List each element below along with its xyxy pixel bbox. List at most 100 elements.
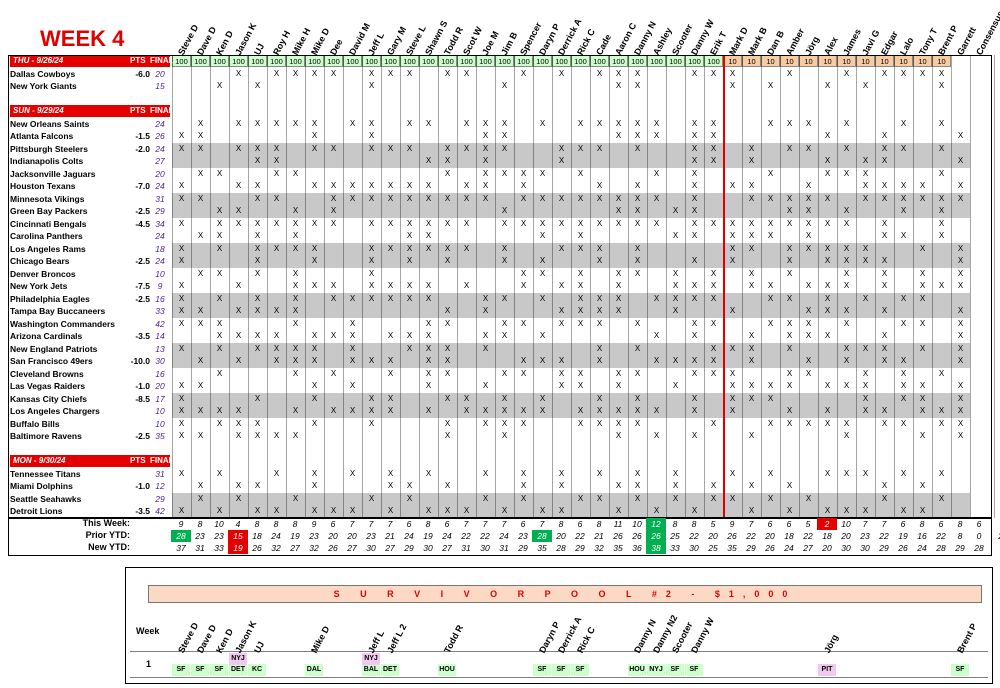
pick-cell[interactable]: X — [938, 468, 945, 478]
pick-cell[interactable] — [742, 255, 761, 268]
pick-cell[interactable]: X — [514, 492, 533, 505]
pick-cell[interactable] — [229, 392, 248, 405]
pick-cell[interactable] — [780, 430, 799, 443]
pick-cell[interactable] — [951, 68, 970, 81]
pick-cell[interactable]: X — [210, 342, 229, 355]
pick-cell[interactable] — [343, 430, 362, 443]
pick-cell[interactable]: X — [235, 218, 242, 228]
pick-cell[interactable] — [666, 68, 685, 81]
pick-cell[interactable]: X — [425, 118, 432, 128]
pick-cell[interactable]: X — [843, 68, 850, 78]
pick-cell[interactable]: X — [254, 268, 261, 278]
pick-cell[interactable]: X — [216, 318, 223, 328]
pick-cell[interactable]: X — [362, 242, 381, 255]
pick-cell[interactable]: X — [685, 155, 704, 168]
pick-cell[interactable]: X — [406, 218, 413, 228]
pick-cell[interactable]: X — [691, 68, 698, 78]
pick-cell[interactable]: X — [248, 192, 267, 205]
pick-cell[interactable]: X — [951, 155, 970, 168]
pick-cell[interactable] — [381, 130, 400, 143]
pick-cell[interactable] — [476, 368, 495, 381]
pick-cell[interactable] — [932, 268, 951, 281]
pick-cell[interactable]: X — [533, 405, 552, 418]
pick-cell[interactable]: X — [913, 292, 932, 305]
pick-cell[interactable] — [343, 368, 362, 381]
pick-cell[interactable]: X — [824, 218, 831, 228]
pick-cell[interactable]: X — [843, 418, 850, 428]
pick-cell[interactable]: X — [368, 181, 375, 190]
pick-cell[interactable] — [381, 380, 400, 393]
pick-cell[interactable]: X — [596, 318, 603, 328]
pick-cell[interactable] — [210, 392, 229, 405]
pick-cell[interactable]: X — [685, 205, 704, 218]
pick-cell[interactable]: X — [444, 68, 451, 78]
pick-cell[interactable] — [305, 268, 324, 281]
pick-cell[interactable] — [761, 242, 780, 255]
pick-cell[interactable]: X — [216, 268, 223, 278]
pick-cell[interactable]: X — [710, 68, 717, 78]
pick-cell[interactable]: X — [780, 142, 799, 155]
pick-cell[interactable]: X — [520, 268, 527, 278]
pick-cell[interactable] — [932, 155, 951, 168]
pick-cell[interactable]: X — [571, 405, 590, 418]
pick-cell[interactable]: X — [805, 218, 812, 228]
pick-cell[interactable]: X — [634, 81, 641, 90]
pick-cell[interactable]: X — [786, 418, 793, 428]
pick-cell[interactable] — [628, 355, 647, 368]
pick-cell[interactable] — [894, 255, 913, 268]
pick-cell[interactable]: X — [210, 405, 229, 418]
pick-cell[interactable] — [837, 192, 856, 205]
pick-cell[interactable] — [780, 155, 799, 168]
pick-cell[interactable]: X — [273, 118, 280, 128]
pick-cell[interactable]: X — [767, 118, 774, 128]
pick-cell[interactable] — [818, 68, 837, 81]
pick-cell[interactable] — [419, 130, 438, 143]
pick-cell[interactable]: X — [248, 142, 267, 155]
pick-cell[interactable] — [305, 430, 324, 443]
pick-cell[interactable] — [856, 118, 875, 131]
pick-cell[interactable] — [267, 480, 286, 493]
pick-cell[interactable]: X — [286, 292, 305, 305]
pick-cell[interactable]: X — [634, 481, 641, 490]
pick-cell[interactable]: X — [628, 405, 647, 418]
pick-cell[interactable]: X — [191, 492, 210, 505]
pick-cell[interactable] — [932, 130, 951, 143]
pick-cell[interactable]: X — [197, 168, 204, 178]
pick-cell[interactable]: X — [457, 392, 476, 405]
pick-cell[interactable] — [381, 205, 400, 218]
pick-cell[interactable] — [381, 418, 400, 431]
pick-cell[interactable] — [704, 380, 723, 393]
pick-cell[interactable]: X — [362, 405, 381, 418]
pick-cell[interactable]: X — [609, 205, 628, 218]
pick-cell[interactable] — [438, 230, 457, 243]
pick-cell[interactable]: X — [685, 355, 704, 368]
pick-cell[interactable] — [457, 418, 476, 431]
pick-cell[interactable]: X — [653, 331, 660, 340]
pick-cell[interactable] — [248, 168, 267, 181]
pick-cell[interactable] — [590, 505, 609, 518]
pick-cell[interactable]: X — [767, 81, 774, 90]
pick-cell[interactable]: X — [856, 155, 875, 168]
pick-cell[interactable]: X — [824, 81, 831, 90]
pick-cell[interactable] — [742, 205, 761, 218]
pick-cell[interactable]: X — [197, 231, 204, 240]
pick-cell[interactable] — [324, 380, 343, 393]
pick-cell[interactable]: X — [438, 305, 457, 318]
pick-cell[interactable] — [476, 68, 495, 81]
pick-cell[interactable]: X — [482, 381, 489, 390]
pick-cell[interactable] — [495, 305, 514, 318]
pick-cell[interactable] — [856, 480, 875, 493]
pick-cell[interactable] — [875, 168, 894, 181]
pick-cell[interactable]: X — [419, 292, 438, 305]
pick-cell[interactable]: X — [362, 142, 381, 155]
pick-cell[interactable] — [362, 342, 381, 355]
pick-cell[interactable]: X — [856, 405, 875, 418]
pick-cell[interactable]: X — [514, 405, 533, 418]
pick-cell[interactable]: X — [368, 268, 375, 278]
pick-cell[interactable] — [267, 368, 286, 381]
pick-cell[interactable]: X — [514, 355, 533, 368]
pick-cell[interactable] — [400, 268, 419, 281]
pick-cell[interactable]: X — [482, 418, 489, 428]
pick-cell[interactable] — [495, 380, 514, 393]
pick-cell[interactable]: X — [799, 242, 818, 255]
